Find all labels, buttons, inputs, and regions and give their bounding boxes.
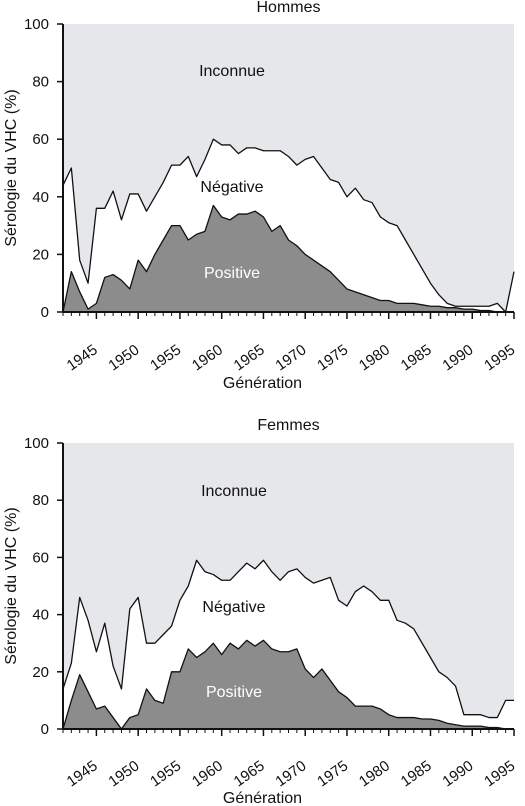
y-tick-label: 100 (24, 435, 49, 452)
y-tick-label: 0 (41, 721, 49, 738)
x-tick-label: 1950 (105, 341, 142, 374)
x-tick-label: 1975 (314, 757, 351, 790)
x-tick-label: 1990 (439, 341, 476, 374)
x-tick-label: 1985 (398, 341, 435, 374)
y-tick-label: 80 (32, 74, 49, 91)
label-positive: Positive (206, 684, 262, 701)
label-positive: Positive (204, 265, 260, 282)
area-positive (63, 640, 514, 729)
x-tick-label: 1955 (147, 341, 184, 374)
label-negative: Négative (202, 599, 265, 616)
chart-title: Hommes (256, 0, 320, 16)
line-positive-plus-negative (62, 559, 514, 719)
x-tick-label: 1955 (147, 757, 184, 790)
y-tick-label: 0 (41, 304, 49, 321)
y-tick-label: 80 (32, 492, 49, 509)
label-inconnue: Inconnue (199, 63, 265, 80)
y-tick-label: 40 (32, 189, 49, 206)
x-tick-label: 1960 (189, 341, 226, 374)
x-tick-label: 1950 (105, 757, 142, 790)
x-tick-label: 1970 (272, 757, 309, 790)
x-tick-label: 1980 (356, 757, 393, 790)
chart-hommes: 0 20 40 60 80 100 1945 1950 1955 1960 1965 1970 1975… (3, 0, 518, 392)
area-positive (63, 205, 514, 312)
x-tick-label: 1980 (356, 341, 393, 374)
x-axis-label: Génération (223, 790, 302, 806)
line-positive-plus-negative (62, 138, 515, 313)
y-tick-label: 100 (24, 16, 49, 33)
y-axis-label: Sérologie du VHC (%) (3, 507, 20, 664)
x-tick-label: 1995 (481, 341, 518, 374)
x-tick-label: 1965 (231, 341, 268, 374)
y-tick-label: 40 (32, 607, 49, 624)
y-tick-label: 20 (32, 664, 49, 681)
label-negative: Négative (200, 179, 263, 196)
x-tick-label: 1985 (398, 757, 435, 790)
y-tick-label: 60 (32, 131, 49, 148)
x-tick-label: 1975 (314, 341, 351, 374)
x-tick-label: 1995 (481, 757, 518, 790)
x-tick-label: 1990 (439, 757, 476, 790)
line-positive (62, 639, 514, 730)
chart-title: Femmes (257, 417, 319, 434)
x-tick-label: 1960 (189, 757, 226, 790)
chart-femmes: 0 20 40 60 80 100 1945 1950 1955 1960 1965 1970 1975… (3, 417, 518, 806)
label-inconnue: Inconnue (201, 483, 267, 500)
x-tick-label: 1965 (231, 757, 268, 790)
y-tick-label: 60 (32, 549, 49, 566)
line-positive (62, 204, 514, 313)
y-tick-label: 20 (32, 246, 49, 263)
x-tick-label: 1945 (64, 757, 101, 790)
y-axis-label: Sérologie du VHC (%) (3, 89, 20, 246)
x-tick-label: 1945 (64, 341, 101, 374)
x-axis-label: Génération (223, 375, 302, 392)
x-tick-label: 1970 (272, 341, 309, 374)
